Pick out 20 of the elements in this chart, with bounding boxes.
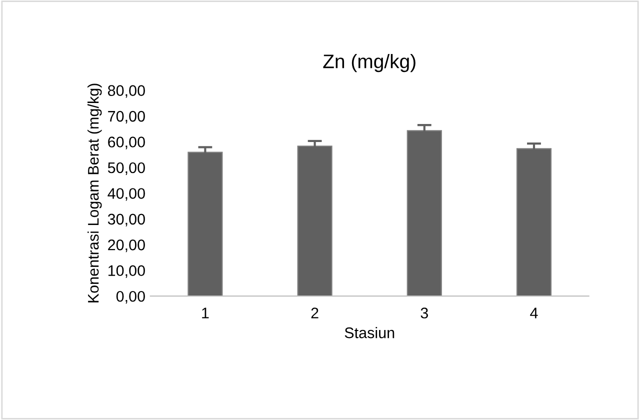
x-axis-title: Stasiun xyxy=(344,327,394,338)
y-tick-label: 20,00 xyxy=(108,240,145,252)
chart-title: Zn (mg/kg) xyxy=(323,54,416,72)
bar xyxy=(516,148,552,296)
y-tick-label: 60,00 xyxy=(108,136,145,150)
y-tick-label: 50,00 xyxy=(108,162,145,175)
bar xyxy=(297,146,332,296)
y-tick-label: 30,00 xyxy=(108,214,145,226)
y-tick-label: 70,00 xyxy=(108,110,145,124)
x-tick-label: 1 xyxy=(202,308,209,318)
x-tick-label: 4 xyxy=(530,308,538,318)
bar xyxy=(406,130,442,296)
x-tick-label: 3 xyxy=(420,308,428,318)
y-tick-label: 40,00 xyxy=(108,188,145,201)
y-axis-title: Konentrasi Logam Berat (mg/kg) xyxy=(88,84,102,302)
y-tick-label: 80,00 xyxy=(108,85,145,98)
y-tick-label: 10,00 xyxy=(108,265,145,278)
x-tick-label: 2 xyxy=(311,308,318,318)
y-tick-label: 0,00 xyxy=(116,290,145,304)
bar xyxy=(188,152,223,296)
